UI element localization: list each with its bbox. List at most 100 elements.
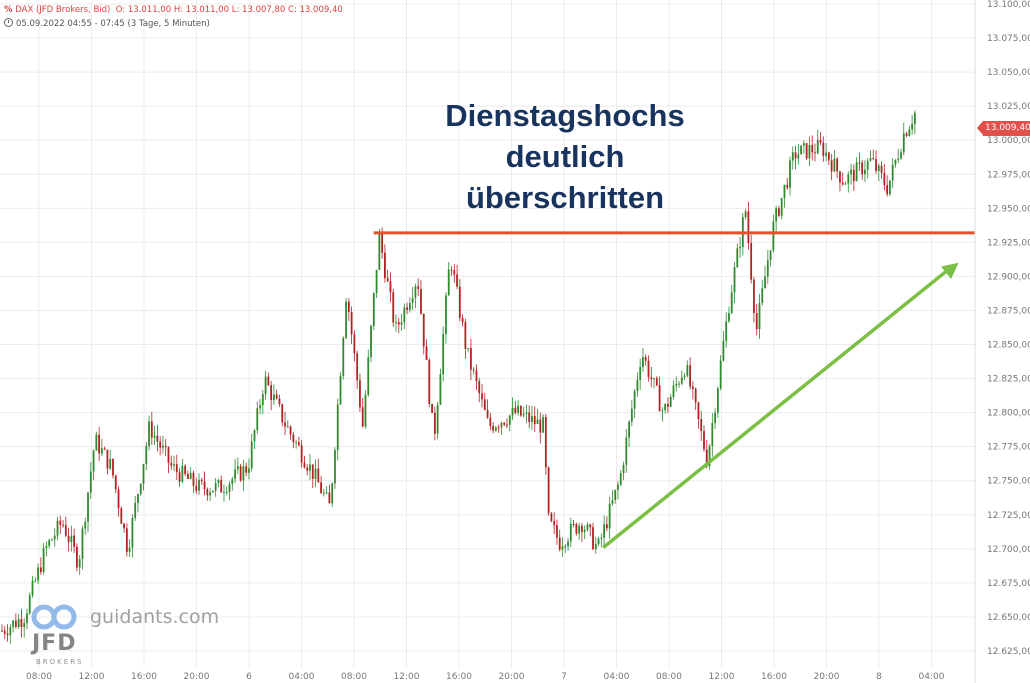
candle-body bbox=[822, 142, 825, 156]
candle-body bbox=[162, 445, 164, 448]
candle-body bbox=[397, 322, 400, 325]
candle-body bbox=[34, 580, 37, 582]
candle-body bbox=[486, 409, 489, 418]
candle-body bbox=[42, 548, 45, 573]
candle-body bbox=[17, 619, 20, 627]
candle-body bbox=[273, 394, 275, 401]
x-tick-label: 08:00 bbox=[656, 672, 682, 682]
candle-body bbox=[167, 447, 170, 463]
candle-body bbox=[564, 546, 567, 548]
candle-body bbox=[547, 467, 550, 514]
candle-body bbox=[367, 357, 370, 395]
trend-arrowhead bbox=[941, 262, 959, 280]
candle-body bbox=[131, 518, 134, 548]
candle-body bbox=[320, 482, 322, 494]
candle-body bbox=[9, 627, 12, 636]
candle-body bbox=[894, 159, 897, 165]
candle-body bbox=[225, 491, 228, 493]
candle-body bbox=[178, 472, 181, 482]
candle-body bbox=[350, 312, 353, 335]
candle-body bbox=[422, 313, 425, 347]
x-tick-label: 12:00 bbox=[709, 672, 735, 682]
candle-body bbox=[913, 112, 916, 125]
candle-body bbox=[81, 528, 84, 560]
candle-body bbox=[497, 427, 500, 429]
candle-body bbox=[669, 396, 672, 407]
candle-body bbox=[686, 365, 689, 376]
x-tick-label: 20:00 bbox=[184, 672, 210, 682]
candle-body bbox=[70, 535, 73, 543]
candle-body bbox=[128, 547, 131, 552]
candle-body bbox=[98, 434, 101, 454]
candle-body bbox=[816, 140, 819, 154]
candle-body bbox=[322, 492, 325, 494]
candle-body bbox=[67, 535, 70, 543]
y-tick-label: 12.700,00 bbox=[987, 545, 1030, 555]
candle-body bbox=[342, 337, 345, 376]
candle-body bbox=[181, 465, 184, 482]
candle-body bbox=[722, 341, 725, 361]
candle-body bbox=[309, 464, 311, 471]
y-tick-label: 13.050,00 bbox=[987, 68, 1030, 78]
candle-body bbox=[372, 293, 375, 326]
clock-icon bbox=[4, 18, 13, 27]
candle-body bbox=[478, 381, 481, 394]
candle-body bbox=[114, 475, 117, 490]
candle-body bbox=[519, 405, 522, 416]
candle-body bbox=[864, 169, 866, 175]
candle-body bbox=[334, 450, 336, 484]
candle-body bbox=[278, 398, 281, 405]
y-tick-label: 12.900,00 bbox=[987, 272, 1030, 282]
y-tick-label: 12.850,00 bbox=[987, 341, 1030, 351]
candle-body bbox=[456, 274, 458, 287]
candle-body bbox=[736, 248, 739, 268]
watermark-sub: BROKERS bbox=[36, 658, 84, 666]
candle-body bbox=[120, 508, 123, 524]
candle-body bbox=[78, 559, 81, 568]
x-tick-label: 08:00 bbox=[26, 672, 52, 682]
candle-body bbox=[858, 162, 861, 164]
chart-header-symbol: % DAX (JFD Brokers, Bid) O: 13.011,00 H:… bbox=[4, 5, 343, 15]
candle-body bbox=[248, 468, 250, 473]
candle-body bbox=[109, 458, 112, 469]
x-tick-label: 20:00 bbox=[814, 672, 840, 682]
candle-body bbox=[475, 370, 478, 382]
candle-body bbox=[395, 322, 397, 324]
candle-body bbox=[655, 378, 658, 386]
candle-body bbox=[339, 375, 342, 405]
candle-body bbox=[270, 385, 273, 401]
candle-body bbox=[556, 525, 558, 538]
candle-body bbox=[148, 421, 150, 446]
candle-body bbox=[633, 391, 636, 409]
candle-body bbox=[364, 394, 367, 427]
candle-body bbox=[730, 292, 733, 314]
candle-body bbox=[187, 473, 189, 479]
candle-body bbox=[381, 232, 384, 253]
candle-body bbox=[897, 158, 900, 160]
candle-body bbox=[256, 408, 259, 431]
candle-body bbox=[73, 535, 76, 547]
candle-body bbox=[76, 546, 78, 568]
x-tick-label: 12:00 bbox=[394, 672, 420, 682]
candle-body bbox=[211, 490, 214, 493]
candle-body bbox=[689, 365, 692, 387]
candle-body bbox=[833, 158, 836, 172]
candle-body bbox=[445, 295, 447, 334]
x-tick-label: 04:00 bbox=[289, 672, 315, 682]
candle-body bbox=[841, 182, 844, 185]
candle-body bbox=[123, 523, 125, 529]
candle-body bbox=[250, 441, 253, 469]
candle-body bbox=[328, 492, 331, 504]
candle-body bbox=[234, 469, 236, 479]
candle-body bbox=[26, 613, 28, 624]
candle-body bbox=[314, 468, 317, 479]
candle-body bbox=[184, 465, 187, 474]
candle-body bbox=[64, 524, 67, 536]
candle-body bbox=[750, 243, 753, 280]
x-tick-label: 04:00 bbox=[604, 672, 630, 682]
candle-body bbox=[200, 479, 203, 482]
candle-body bbox=[311, 464, 314, 479]
candle-body bbox=[284, 422, 286, 427]
candle-body bbox=[389, 281, 392, 293]
candle-body bbox=[400, 322, 403, 325]
